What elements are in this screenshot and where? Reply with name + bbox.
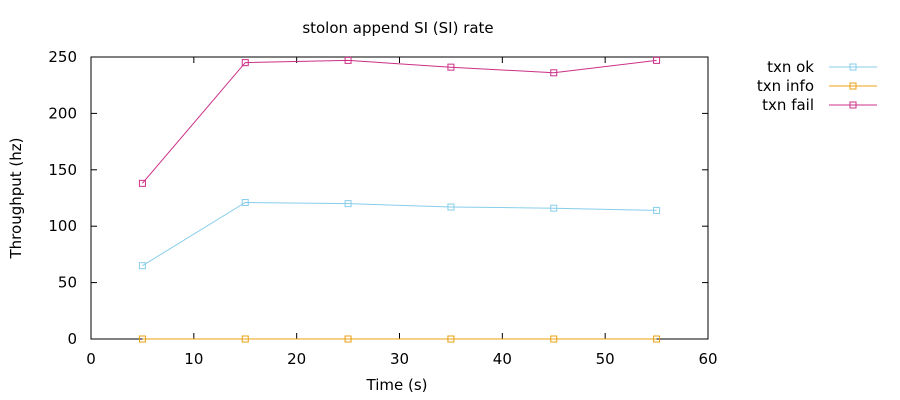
legend-label-txn-fail: txn fail	[762, 96, 814, 114]
data-point-txn-ok	[447, 203, 455, 211]
data-point-txn-info	[344, 335, 352, 343]
data-point-txn-fail	[447, 63, 455, 71]
y-tick-label: 250	[48, 48, 77, 66]
data-point-txn-fail	[344, 56, 352, 64]
data-point-txn-ok	[344, 200, 352, 208]
x-tick-label: 50	[596, 350, 615, 368]
data-point-txn-ok	[138, 262, 146, 270]
y-axis-label: Throughput (hz)	[7, 138, 25, 260]
data-point-txn-fail	[241, 59, 249, 67]
x-axis-label: Time (s)	[366, 376, 428, 394]
legend-swatch-marker-txn-ok	[849, 63, 857, 71]
data-point-txn-fail	[550, 69, 558, 77]
y-tick-label: 150	[48, 161, 77, 179]
x-tick-label: 60	[698, 350, 717, 368]
data-point-txn-info	[447, 335, 455, 343]
data-point-txn-info	[138, 335, 146, 343]
legend-label-txn-ok: txn ok	[767, 58, 814, 76]
chart-title: stolon append SI (SI) rate	[302, 19, 493, 37]
series-line-txn-ok	[142, 201, 657, 267]
data-point-txn-ok	[241, 199, 249, 207]
y-tick-label: 50	[58, 274, 77, 292]
plot-frame	[90, 56, 709, 340]
data-point-txn-ok	[550, 204, 558, 212]
legend-swatch-marker-txn-info	[849, 82, 857, 90]
legend-label-txn-info: txn info	[757, 77, 814, 95]
data-point-txn-info	[653, 335, 661, 343]
y-tick-label: 200	[48, 104, 77, 122]
x-tick-label: 30	[390, 350, 409, 368]
data-point-txn-info	[241, 335, 249, 343]
y-tick-label: 0	[67, 330, 77, 348]
x-tick-label: 10	[184, 350, 203, 368]
x-tick-label: 20	[287, 350, 306, 368]
x-tick-label: 40	[493, 350, 512, 368]
plot-area: 0 10 20 30 40 50 60 0 50 100 150 200 250	[48, 48, 717, 368]
data-point-txn-fail	[138, 179, 146, 187]
legend-swatch-marker-txn-fail	[849, 101, 857, 109]
y-tick-label: 100	[48, 217, 77, 235]
data-point-txn-ok	[653, 206, 661, 214]
data-point-txn-info	[550, 335, 558, 343]
x-tick-label: 0	[86, 350, 96, 368]
data-point-txn-fail	[653, 56, 661, 64]
series-line-txn-fail	[142, 59, 657, 184]
